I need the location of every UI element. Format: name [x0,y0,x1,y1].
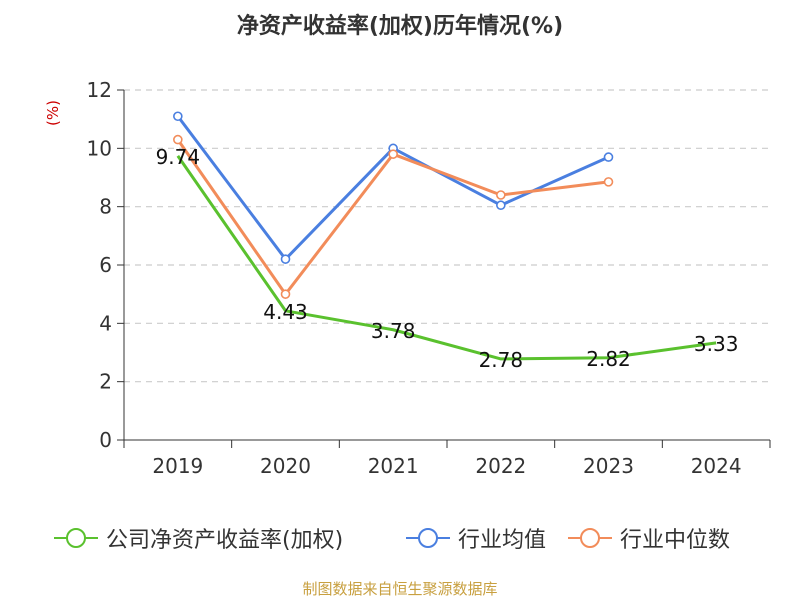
x-tick-label: 2024 [691,454,742,478]
data-source-note: 制图数据来自恒生聚源数据库 [302,580,498,598]
y-tick-label: 8 [99,195,112,219]
chart-legend: 公司净资产收益率(加权) 行业均值 行业中位数 [0,522,800,554]
series-point-1 [173,111,183,122]
series-line-0 [176,155,717,361]
legend-label: 公司净资产收益率(加权) [106,528,344,553]
y-tick-label: 0 [99,428,112,452]
series-line-2 [176,138,609,296]
y-tick-label: 12 [87,78,112,102]
series-point-2 [280,289,291,299]
data-label: 3.33 [694,332,739,356]
legend-marker-icon [568,528,612,548]
legend-marker-icon [54,528,98,548]
data-label: 9.74 [156,145,201,169]
series-point-1 [603,152,614,162]
x-tick-label: 2021 [368,454,419,478]
series-point-2 [173,134,183,145]
x-tick-label: 2019 [152,454,203,478]
legend-item[interactable]: 公司净资产收益率(加权) [52,522,343,554]
legend-item[interactable]: 行业均值 [404,522,546,554]
data-label: 4.43 [263,300,308,324]
chart-title: 净资产收益率(加权)历年情况(%) [236,14,564,39]
line-chart: 0 2 4 6 8 10 12 2019 2020 2021 2022 2023 2024 9.74 4.4… [87,78,771,478]
legend-label: 行业中位数 [620,528,731,553]
series-point-2 [603,177,614,187]
x-tick-label: 2022 [475,454,526,478]
series-point-2 [388,149,398,159]
series-point-1 [280,254,291,264]
series-point-1 [496,200,506,211]
series-line-1 [176,115,610,261]
y-tick-label: 6 [99,253,112,277]
x-tick-label: 2020 [260,454,311,478]
legend-label: 行业均值 [458,528,547,553]
y-tick-label: 2 [99,370,112,394]
y-tick-label: 10 [87,136,112,160]
legend-item[interactable]: 行业中位数 [566,522,730,554]
x-tick-label: 2023 [583,454,634,478]
legend-marker-icon [406,528,450,548]
data-label: 3.78 [371,319,416,343]
data-label: 2.78 [479,348,524,372]
data-label: 2.82 [586,347,631,371]
y-tick-label: 4 [99,311,112,335]
series-point-2 [496,190,506,200]
